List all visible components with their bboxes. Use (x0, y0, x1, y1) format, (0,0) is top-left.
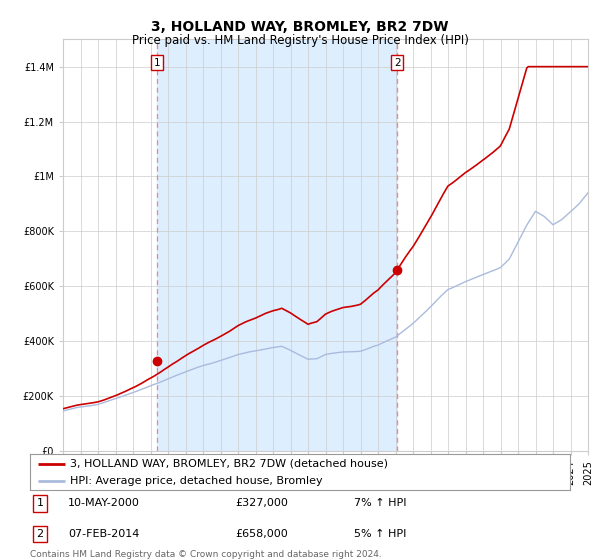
Text: 1: 1 (154, 58, 160, 68)
Text: £327,000: £327,000 (235, 498, 288, 508)
Text: Contains HM Land Registry data © Crown copyright and database right 2024.
This d: Contains HM Land Registry data © Crown c… (30, 550, 382, 560)
Text: 3, HOLLAND WAY, BROMLEY, BR2 7DW (detached house): 3, HOLLAND WAY, BROMLEY, BR2 7DW (detach… (71, 459, 389, 469)
Text: 5% ↑ HPI: 5% ↑ HPI (354, 529, 406, 539)
Text: 2: 2 (37, 529, 44, 539)
Bar (157, 39, 397, 451)
Text: 1: 1 (37, 498, 43, 508)
Text: 07-FEB-2014: 07-FEB-2014 (68, 529, 139, 539)
Text: Price paid vs. HM Land Registry's House Price Index (HPI): Price paid vs. HM Land Registry's House … (131, 34, 469, 46)
Text: £658,000: £658,000 (235, 529, 288, 539)
Text: 2: 2 (394, 58, 400, 68)
Text: 10-MAY-2000: 10-MAY-2000 (68, 498, 140, 508)
Text: HPI: Average price, detached house, Bromley: HPI: Average price, detached house, Brom… (71, 476, 323, 486)
Text: 7% ↑ HPI: 7% ↑ HPI (354, 498, 407, 508)
Text: 3, HOLLAND WAY, BROMLEY, BR2 7DW: 3, HOLLAND WAY, BROMLEY, BR2 7DW (151, 20, 449, 34)
